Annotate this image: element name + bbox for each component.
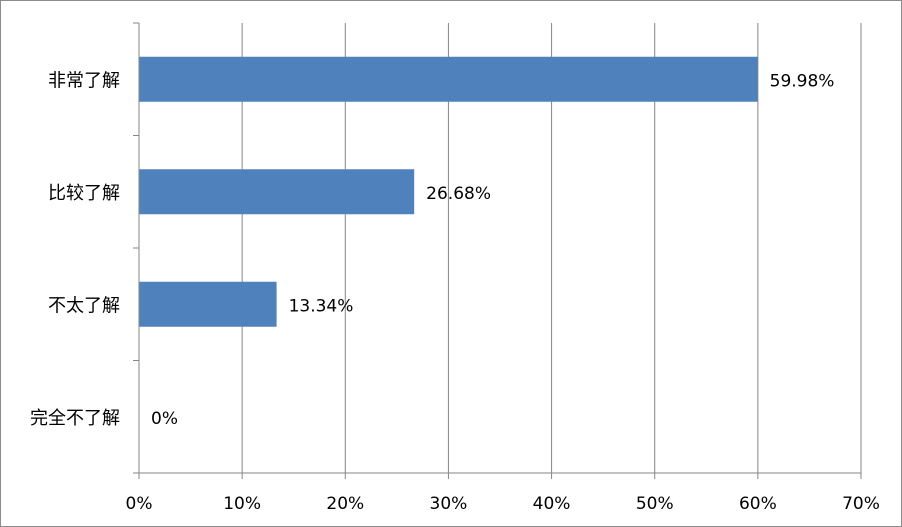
x-tick-label-3: 30% (430, 494, 468, 514)
category-label-3: 完全不了解 (30, 408, 120, 429)
x-tick-label-5: 50% (636, 494, 674, 514)
category-label-1: 比较了解 (48, 183, 120, 204)
x-tick-label-4: 40% (533, 494, 571, 514)
bar-1 (139, 169, 415, 215)
category-label-0: 非常了解 (48, 70, 120, 91)
bar-0 (139, 56, 758, 102)
data-label-3: 0% (151, 409, 178, 429)
bar-2 (139, 281, 277, 327)
data-label-0: 59.98% (770, 71, 835, 91)
x-tick-label-6: 60% (739, 494, 777, 514)
x-tick-label-2: 20% (326, 494, 364, 514)
data-label-2: 13.34% (289, 296, 354, 316)
x-tick-label-0: 0% (126, 494, 153, 514)
x-tick-label-1: 10% (223, 494, 261, 514)
category-label-2: 不太了解 (48, 295, 120, 316)
labels: 0% 10% 20% 30% 40% 50% 60% 70% 非常了解比较了解不太了解完全不了解… (30, 70, 880, 514)
data-label-1: 26.68% (426, 184, 491, 204)
bars (139, 56, 758, 327)
axes (133, 22, 862, 479)
x-tick-label-7: 70% (842, 494, 880, 514)
